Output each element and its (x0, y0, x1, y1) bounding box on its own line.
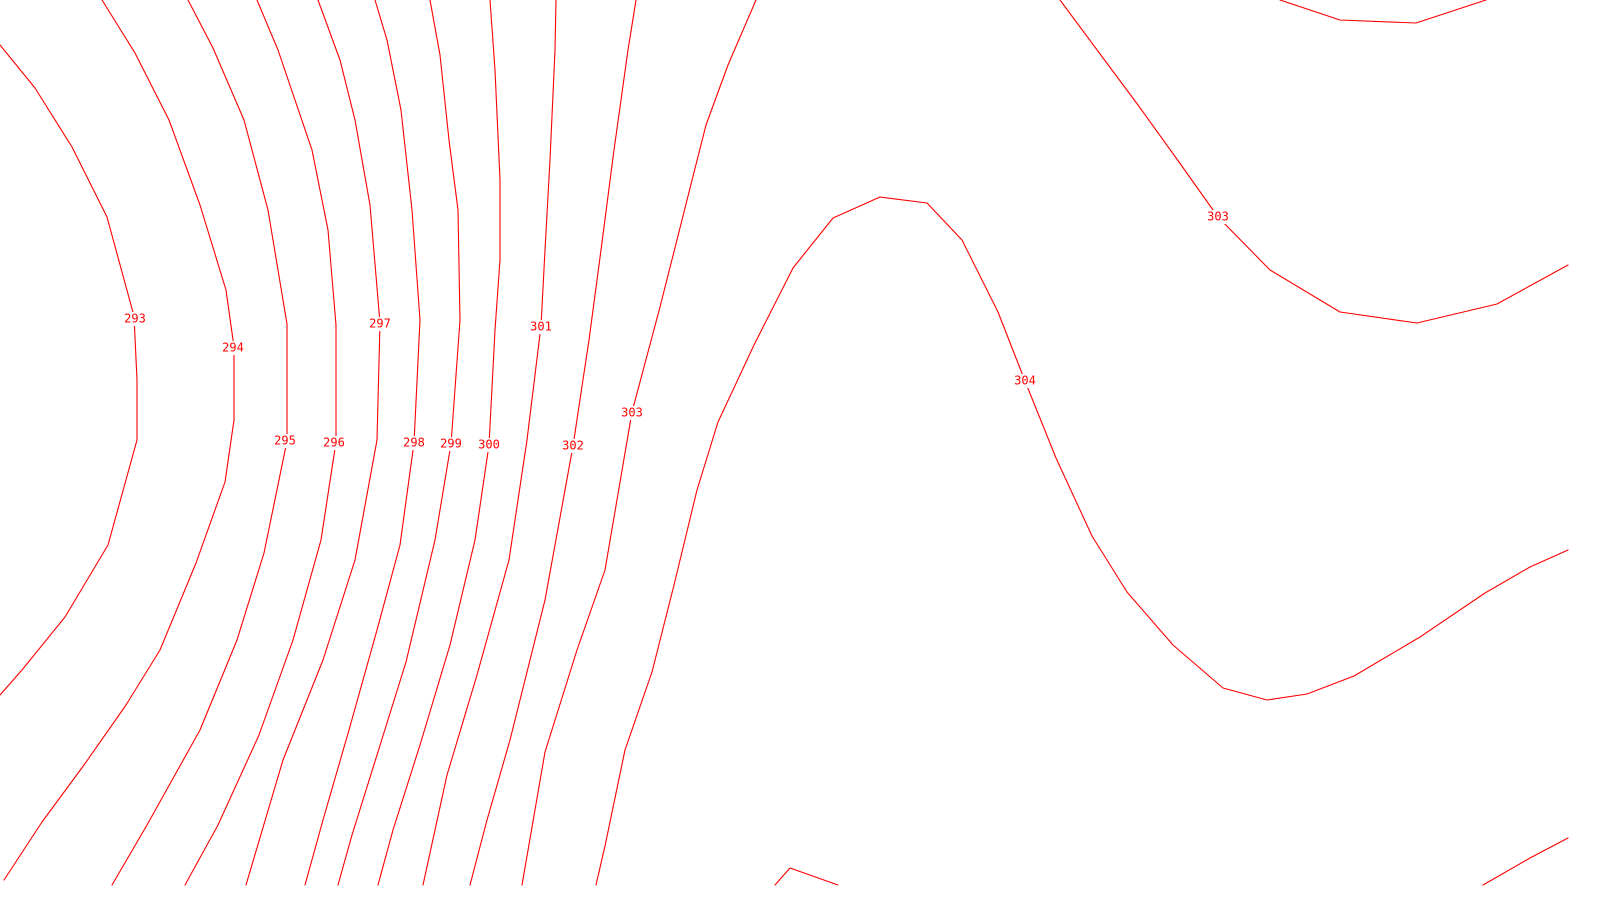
contour-label-295: 295 (274, 434, 296, 448)
contour-label-298: 298 (403, 436, 425, 450)
contour-line-302 (469, 0, 637, 886)
contour-line-293 (0, 44, 138, 696)
contour-label-background (322, 436, 346, 450)
contour-line-304 (595, 196, 1569, 886)
contour-label-301: 301 (530, 320, 552, 334)
contour-line-303 (1059, 0, 1569, 324)
contour-label-296: 296 (323, 436, 345, 450)
contour-line-303 (521, 0, 757, 886)
contour-label-297: 297 (369, 317, 391, 331)
contour-line-294 (3, 0, 235, 881)
contour-line-297 (245, 0, 381, 886)
contour-label-303: 303 (1207, 210, 1229, 224)
contour-label-background (439, 437, 463, 451)
contour-label-background (273, 434, 297, 448)
contour-label-background (1206, 210, 1230, 224)
contour-label-302: 302 (562, 439, 584, 453)
contour-label-background (477, 438, 501, 452)
contour-label-background (221, 341, 245, 355)
contour-label-299: 299 (440, 437, 462, 451)
contour-label-background (123, 312, 147, 326)
contour-line-304 (774, 867, 839, 886)
contour-label-background (402, 436, 426, 450)
contour-label-background (1013, 374, 1037, 388)
contour-label-293: 293 (124, 312, 146, 326)
contour-label-303: 303 (621, 406, 643, 420)
contour-labels: 293 294 295 296 297 298 299 300 301 302 303 303 304 (123, 210, 1230, 453)
contour-label-background (620, 406, 644, 420)
contour-label-background (368, 317, 392, 331)
contour-label-304: 304 (1014, 374, 1036, 388)
contour-line-304 (1279, 0, 1487, 24)
contour-line-301 (422, 0, 557, 886)
contour-label-294: 294 (222, 341, 244, 355)
contour-label-background (561, 439, 585, 453)
contour-line-304 (1482, 837, 1569, 886)
contour-label-background (529, 320, 553, 334)
contour-label-300: 300 (478, 438, 500, 452)
